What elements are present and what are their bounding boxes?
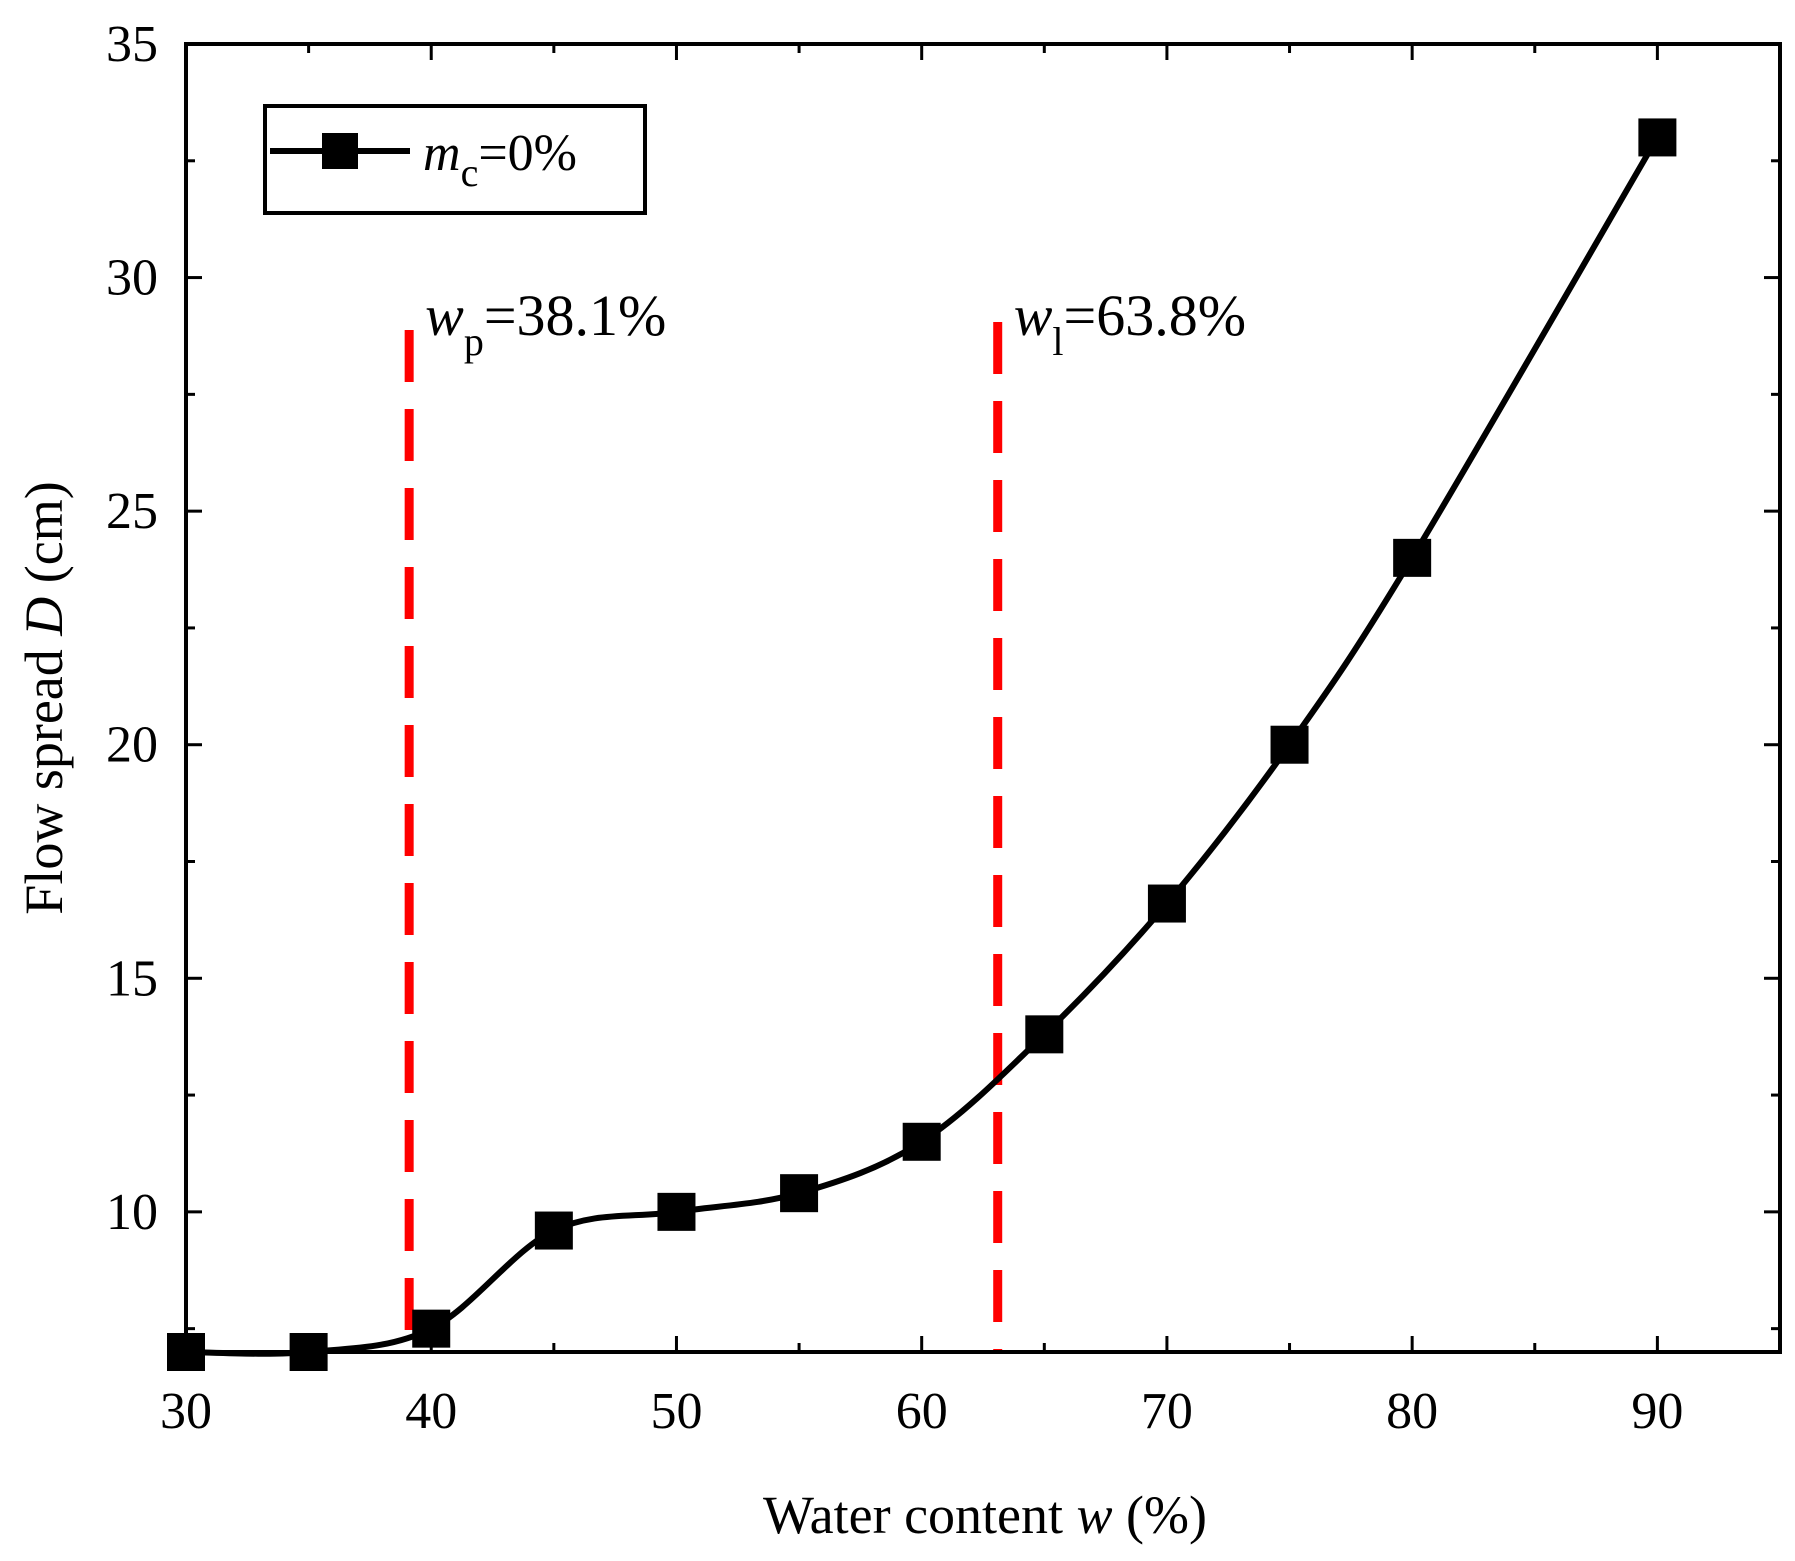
x-tick-label: 30 xyxy=(160,1383,212,1440)
legend-marker-square xyxy=(322,133,358,169)
data-point-marker xyxy=(1147,884,1186,923)
legend: mc=0% xyxy=(263,104,647,215)
data-point-marker xyxy=(902,1122,941,1161)
reference-lines xyxy=(404,322,1003,1350)
data-point-marker xyxy=(657,1192,696,1231)
reference-annotation-l: wl=63.8% xyxy=(1014,283,1246,364)
reference-annotations: wp=38.1% wl=63.8% xyxy=(425,283,1246,364)
series-markers xyxy=(167,118,1677,1371)
data-point-marker xyxy=(534,1211,573,1250)
x-axis-title: Water content w (%) xyxy=(763,1485,1207,1545)
data-point-marker xyxy=(780,1174,819,1213)
plot-frame xyxy=(184,42,1782,1354)
data-point-marker xyxy=(1393,538,1432,577)
x-tick-label: 50 xyxy=(650,1383,702,1440)
data-point-marker xyxy=(1025,1015,1064,1054)
y-tick-label: 15 xyxy=(106,950,158,1007)
reference-annotation-p: wp=38.1% xyxy=(425,283,666,364)
x-tick-label: 80 xyxy=(1386,1383,1438,1440)
x-tick-label: 60 xyxy=(896,1383,948,1440)
data-point-marker xyxy=(1270,725,1309,764)
y-tick-label: 35 xyxy=(106,16,158,73)
legend-label: mc=0% xyxy=(423,125,577,195)
y-axis-title: Flow spread D (cm) xyxy=(14,481,74,914)
y-tick-label: 10 xyxy=(106,1184,158,1241)
x-tick-label: 90 xyxy=(1631,1383,1683,1440)
tick-labels: 30 40 50 60 70 80 90 10 15 20 25 30 35 xyxy=(106,16,1683,1440)
y-tick-label: 25 xyxy=(106,483,158,540)
y-tick-label: 20 xyxy=(106,717,158,774)
y-tick-label: 30 xyxy=(106,250,158,307)
axis-ticks xyxy=(184,42,1782,1352)
x-tick-label: 70 xyxy=(1141,1383,1193,1440)
x-tick-label: 40 xyxy=(405,1383,457,1440)
data-point-marker xyxy=(1638,118,1677,157)
